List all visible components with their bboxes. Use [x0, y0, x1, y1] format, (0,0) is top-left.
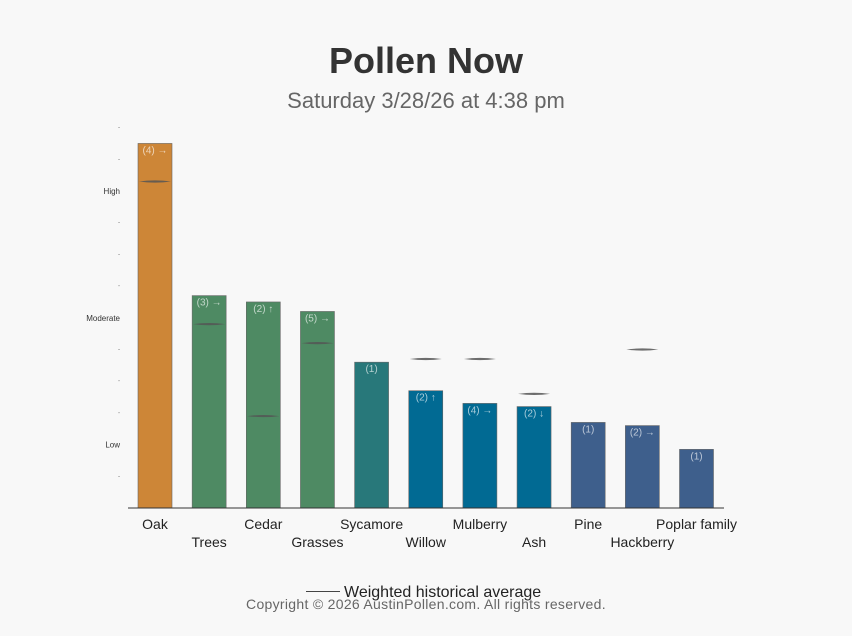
bar-label-sycamore: (1)	[365, 364, 377, 375]
avg-marker-oak	[139, 180, 171, 183]
y-minor-tick: -	[118, 410, 121, 417]
y-minor-tick: -	[118, 473, 121, 480]
x-category-willow: Willow	[406, 534, 447, 550]
avg-marker-willow	[409, 357, 442, 361]
bar-sycamore	[354, 361, 389, 509]
bars	[137, 143, 714, 509]
x-category-hackberry: Hackberry	[610, 534, 674, 550]
bar-label-hackberry: (2) →	[630, 428, 655, 439]
bar-label-poplar-family: (1)	[690, 451, 702, 462]
bar-label-trees: (3) →	[197, 298, 222, 309]
x-category-grasses: Grasses	[291, 534, 343, 550]
bar-oak	[137, 143, 173, 509]
bar-labels: (4) → (3) → (2) ↑ (5) → (1) (2) ↑ (4) → (2) ↓ (1…	[143, 145, 703, 462]
chart-title: Pollen Now	[328, 40, 523, 81]
avg-marker-trees	[193, 323, 226, 326]
bar-label-pine: (1)	[582, 424, 594, 435]
bar-mulberry	[462, 403, 498, 509]
bar-label-willow: (2) ↑	[416, 393, 436, 404]
bar-label-oak: (4) →	[143, 145, 168, 156]
bar-label-ash: (2) ↓	[524, 409, 544, 420]
copyright-text: Copyright © 2026 AustinPollen.com. All r…	[246, 596, 606, 612]
y-minor-tick: -	[118, 378, 121, 385]
historical-average-markers	[139, 180, 659, 418]
bar-trees	[191, 295, 227, 509]
x-category-mulberry: Mulberry	[453, 516, 507, 532]
y-minor-tick: -	[118, 283, 121, 290]
avg-marker-mulberry	[463, 357, 496, 361]
y-minor-tick: -	[118, 125, 121, 132]
x-category-poplar-family: Poplar family	[656, 516, 737, 532]
y-tick-label-moderate: Moderate	[86, 314, 120, 323]
x-category-sycamore: Sycamore	[340, 516, 403, 532]
bar-cedar	[246, 301, 281, 509]
avg-marker-hackberry	[626, 348, 659, 351]
y-tick-label-low: Low	[105, 441, 120, 450]
y-minor-tick: -	[118, 156, 121, 163]
bar-poplar-family	[679, 449, 714, 509]
avg-marker-cedar	[247, 414, 280, 418]
y-axis: - - - - - - - - - Low Moderate High	[86, 125, 121, 481]
x-category-ash: Ash	[522, 534, 546, 550]
bar-grasses	[300, 311, 335, 509]
x-category-pine: Pine	[574, 516, 602, 532]
y-tick-label-high: High	[104, 187, 120, 196]
bar-label-cedar: (2) ↑	[253, 304, 273, 315]
chart-subtitle: Saturday 3/28/26 at 4:38 pm	[287, 88, 565, 113]
x-category-cedar: Cedar	[244, 516, 282, 532]
y-minor-tick: -	[118, 347, 121, 354]
bar-ash	[516, 406, 552, 509]
y-minor-tick: -	[118, 220, 121, 227]
bar-hackberry	[625, 425, 660, 509]
bar-label-mulberry: (4) →	[467, 405, 492, 416]
legend: Weighted historical average	[306, 584, 541, 602]
avg-marker-ash	[518, 392, 551, 395]
y-minor-tick: -	[118, 251, 121, 258]
legend-label: Weighted historical average	[344, 584, 542, 601]
legend-line-swatch	[306, 591, 340, 593]
avg-marker-grasses	[301, 342, 334, 345]
bar-willow	[408, 390, 444, 509]
bar-label-grasses: (5) →	[305, 313, 330, 324]
x-category-oak: Oak	[142, 516, 169, 532]
x-category-trees: Trees	[192, 534, 227, 550]
